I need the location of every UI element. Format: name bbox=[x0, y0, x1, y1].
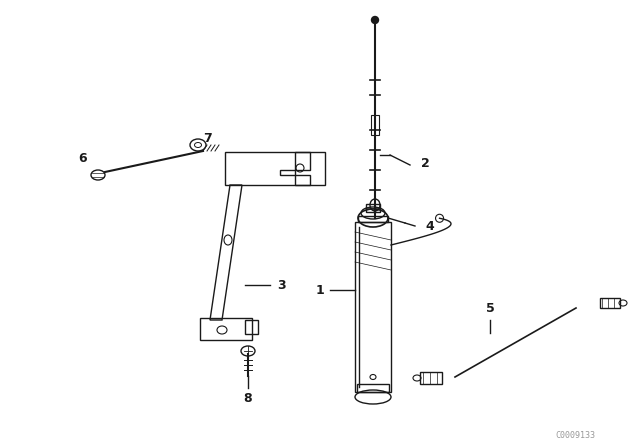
Bar bbox=[357, 384, 389, 392]
Text: 3: 3 bbox=[278, 279, 286, 292]
Bar bbox=[366, 204, 380, 212]
Text: 1: 1 bbox=[316, 284, 324, 297]
Text: 4: 4 bbox=[426, 220, 435, 233]
Text: 6: 6 bbox=[79, 151, 87, 164]
Bar bbox=[355, 222, 391, 392]
Bar bbox=[358, 216, 388, 222]
Ellipse shape bbox=[371, 17, 378, 23]
Bar bbox=[420, 372, 442, 384]
Text: 5: 5 bbox=[486, 302, 494, 314]
Text: 7: 7 bbox=[204, 132, 212, 145]
Bar bbox=[371, 115, 379, 135]
Bar bbox=[600, 298, 620, 308]
Text: 2: 2 bbox=[420, 156, 429, 169]
Text: 8: 8 bbox=[244, 392, 252, 405]
Text: C0009133: C0009133 bbox=[555, 431, 595, 439]
